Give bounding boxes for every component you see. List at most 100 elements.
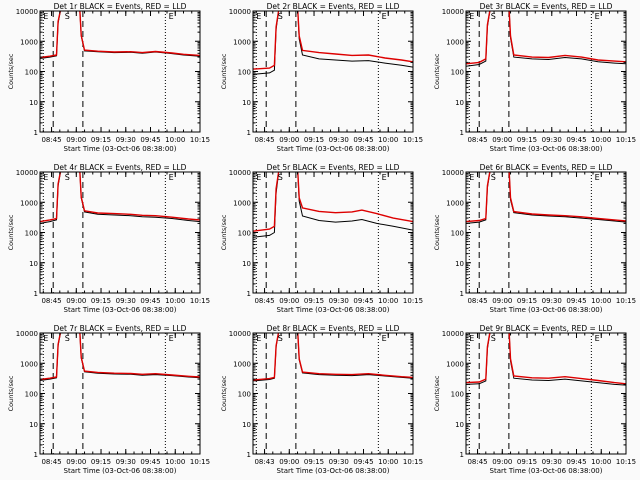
y-tick-label: 10000 xyxy=(16,8,38,16)
marker-letter: E xyxy=(43,173,48,182)
x-tick-label: 10:15 xyxy=(403,297,423,305)
y-tick-label: 10 xyxy=(455,99,464,107)
marker-letter: S xyxy=(491,334,496,343)
x-tick-label: 08:45 xyxy=(41,136,61,144)
y-tick-label: 100 xyxy=(451,391,464,399)
x-tick-label: 09:45 xyxy=(140,458,160,466)
y-tick-label: 100 xyxy=(451,230,464,238)
x-tick-label: 09:45 xyxy=(353,136,373,144)
y-axis-label: Counts/sec xyxy=(220,375,228,411)
lld-series-line xyxy=(40,172,200,223)
y-tick-label: 100 xyxy=(25,69,38,77)
x-tick-label: 09:00 xyxy=(66,458,86,466)
x-tick-label: 08:45 xyxy=(254,297,274,305)
x-tick-label: 09:15 xyxy=(304,136,324,144)
marker-letter: E xyxy=(382,173,387,182)
y-tick-label: 10 xyxy=(242,421,251,429)
y-tick-label: 1000 xyxy=(20,199,38,207)
y-tick-label: 1000 xyxy=(20,360,38,368)
x-tick-label: 09:45 xyxy=(140,297,160,305)
marker-letter: E xyxy=(256,334,261,343)
x-axis-label: Start Time (03-Oct-06 08:38:00) xyxy=(490,145,603,153)
x-tick-label: 09:30 xyxy=(542,458,562,466)
x-tick-label: 08:45 xyxy=(467,136,487,144)
x-tick-label: 09:45 xyxy=(566,136,586,144)
marker-letter: E xyxy=(256,12,261,21)
y-tick-label: 1 xyxy=(460,451,464,459)
marker-letter: E xyxy=(595,173,600,182)
marker-letter: S xyxy=(65,334,70,343)
y-axis-label: Counts/sec xyxy=(7,375,15,411)
marker-letter: S xyxy=(491,173,496,182)
x-tick-label: 09:15 xyxy=(304,458,324,466)
x-tick-label: 09:15 xyxy=(517,136,537,144)
x-tick-label: 08:45 xyxy=(41,297,61,305)
panel-title: Det 5r BLACK = Events, RED = LLD xyxy=(267,163,400,172)
x-tick-label: 09:30 xyxy=(542,136,562,144)
y-tick-label: 1000 xyxy=(446,199,464,207)
y-tick-label: 10000 xyxy=(16,330,38,338)
x-tick-label: 09:15 xyxy=(304,297,324,305)
x-axis-label: Start Time (03-Oct-06 08:38:00) xyxy=(277,467,390,475)
x-tick-label: 10:00 xyxy=(165,458,185,466)
y-axis-label: Counts/sec xyxy=(7,214,15,250)
x-tick-label: 09:30 xyxy=(116,458,136,466)
plot-frame xyxy=(465,10,627,133)
x-axis-label: Start Time (03-Oct-06 08:38:00) xyxy=(64,467,177,475)
y-tick-label: 10 xyxy=(29,99,38,107)
panel-title: Det 7r BLACK = Events, RED = LLD xyxy=(54,324,187,333)
x-tick-label: 09:15 xyxy=(91,297,111,305)
x-axis-label: Start Time (03-Oct-06 08:38:00) xyxy=(64,145,177,153)
x-tick-label: 09:45 xyxy=(140,136,160,144)
x-tick-label: 09:30 xyxy=(116,297,136,305)
x-tick-label: 09:30 xyxy=(116,136,136,144)
panel-title: Det 2r BLACK = Events, RED = LLD xyxy=(267,2,400,11)
x-axis-label: Start Time (03-Oct-06 08:38:00) xyxy=(64,306,177,314)
detector-panel: 1 10 100 1000 10000 08:45 09:00 09:15 09:30 09:45… xyxy=(220,2,423,153)
plot-frame xyxy=(252,171,414,294)
lld-series-line xyxy=(253,333,413,381)
lld-series-line xyxy=(253,11,413,70)
y-tick-label: 1 xyxy=(34,290,38,298)
x-tick-label: 09:00 xyxy=(66,297,86,305)
x-axis-label: Start Time (03-Oct-06 08:38:00) xyxy=(277,145,390,153)
x-tick-label: 09:15 xyxy=(91,458,111,466)
panel-title: Det 3r BLACK = Events, RED = LLD xyxy=(480,2,613,11)
marker-letter: E xyxy=(382,12,387,21)
x-tick-label: 08:45 xyxy=(467,297,487,305)
lld-series-line xyxy=(466,333,626,385)
y-tick-label: 100 xyxy=(25,391,38,399)
x-tick-label: 09:45 xyxy=(566,458,586,466)
y-tick-label: 1000 xyxy=(20,38,38,46)
marker-letter: S xyxy=(65,173,70,182)
x-tick-label: 09:15 xyxy=(91,136,111,144)
y-tick-label: 10000 xyxy=(229,169,251,177)
marker-letter: S xyxy=(278,334,283,343)
x-tick-label: 09:00 xyxy=(279,297,299,305)
x-tick-label: 10:15 xyxy=(403,136,423,144)
y-tick-label: 1 xyxy=(247,129,251,137)
x-tick-label: 08:43 xyxy=(254,458,274,466)
x-tick-label: 10:15 xyxy=(616,458,636,466)
y-tick-label: 10 xyxy=(29,421,38,429)
y-tick-label: 10000 xyxy=(442,330,464,338)
x-tick-label: 09:45 xyxy=(353,458,373,466)
y-tick-label: 1000 xyxy=(233,360,251,368)
x-tick-label: 10:15 xyxy=(616,136,636,144)
x-tick-label: 09:45 xyxy=(353,297,373,305)
y-tick-label: 1000 xyxy=(446,38,464,46)
x-tick-label: 09:30 xyxy=(542,297,562,305)
x-tick-label: 09:00 xyxy=(492,458,512,466)
marker-letter: E xyxy=(169,12,174,21)
y-tick-label: 1000 xyxy=(233,38,251,46)
x-tick-label: 10:00 xyxy=(591,458,611,466)
plot-frame xyxy=(465,332,627,455)
x-tick-label: 10:15 xyxy=(616,297,636,305)
x-tick-label: 09:00 xyxy=(492,297,512,305)
y-tick-label: 1000 xyxy=(233,199,251,207)
y-tick-label: 10000 xyxy=(229,8,251,16)
y-tick-label: 10000 xyxy=(229,330,251,338)
y-axis-label: Counts/sec xyxy=(433,375,441,411)
x-tick-label: 08:45 xyxy=(41,458,61,466)
y-tick-label: 10 xyxy=(242,99,251,107)
